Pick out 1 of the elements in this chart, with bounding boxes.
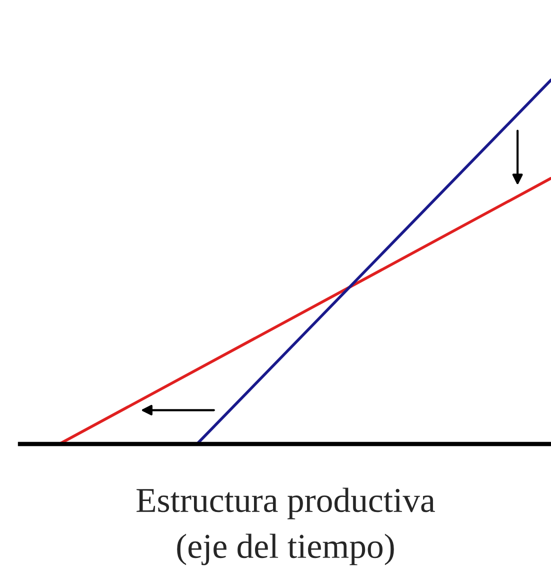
x-axis-title: Estructura productiva (eje del tiempo) [136,488,435,566]
